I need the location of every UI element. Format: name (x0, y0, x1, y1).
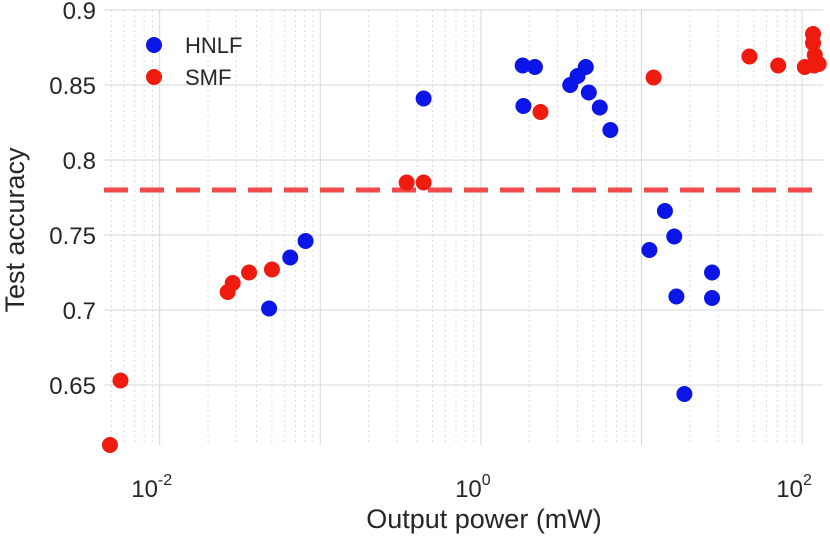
data-point-smf (398, 174, 415, 191)
y-tick-label: 0.65 (49, 373, 96, 400)
data-point-hnlf (666, 228, 683, 245)
data-point-hnlf (704, 290, 721, 306)
data-point-smf (810, 56, 827, 72)
data-point-hnlf (415, 90, 432, 107)
data-point-smf (224, 275, 241, 291)
data-point-hnlf (668, 288, 685, 305)
x-tick-label: 10-2 (131, 472, 172, 503)
data-point-hnlf (261, 300, 278, 317)
data-point-smf (415, 174, 432, 191)
data-point-smf (645, 69, 662, 86)
x-tick-exponent: -2 (158, 472, 172, 489)
data-point-hnlf (704, 264, 721, 281)
y-tick-label: 0.85 (49, 73, 96, 100)
legend-marker-hnlf (146, 37, 162, 53)
y-axis-label: Test accuracy (0, 147, 30, 313)
x-tick-label: 100 (455, 472, 491, 503)
y-tick-label: 0.7 (63, 298, 96, 325)
data-point-smf (263, 261, 280, 278)
data-point-hnlf (656, 203, 673, 219)
legend-label-hnlf: HNLF (185, 33, 242, 58)
data-point-hnlf (526, 59, 543, 75)
y-tick-label: 0.9 (63, 0, 96, 25)
data-point-smf (101, 437, 118, 453)
x-tick-exponent: 2 (803, 472, 812, 489)
data-point-smf (112, 372, 129, 389)
legend: HNLF SMF (146, 33, 242, 90)
legend-marker-smf (146, 69, 162, 85)
data-point-smf (805, 35, 822, 51)
data-point-hnlf (641, 242, 658, 258)
data-point-hnlf (676, 386, 693, 402)
data-point-smf (532, 104, 549, 120)
data-point-hnlf (577, 59, 594, 75)
y-tick-label: 0.75 (49, 223, 96, 250)
data-point-hnlf (282, 249, 299, 266)
plot-area (104, 10, 823, 445)
data-point-hnlf (580, 84, 597, 101)
data-point-smf (770, 57, 787, 74)
data-point-hnlf (515, 98, 532, 114)
x-tick-label: 102 (776, 472, 812, 503)
y-tick-label: 0.8 (63, 148, 96, 175)
grid-layer (104, 9, 823, 445)
legend-label-smf: SMF (185, 65, 231, 90)
data-point-hnlf (591, 99, 608, 116)
data-point-hnlf (297, 233, 314, 249)
x-axis-label: Output power (mW) (366, 504, 602, 534)
data-point-smf (741, 48, 758, 65)
x-tick-exponent: 0 (482, 472, 491, 489)
points-layer (101, 26, 827, 453)
data-point-hnlf (602, 122, 619, 138)
data-point-smf (241, 264, 258, 281)
data-point-hnlf (514, 57, 531, 74)
ticks-layer: 0.65 0.7 0.75 0.8 0.85 0.9 10-2 100 102 (49, 0, 812, 503)
